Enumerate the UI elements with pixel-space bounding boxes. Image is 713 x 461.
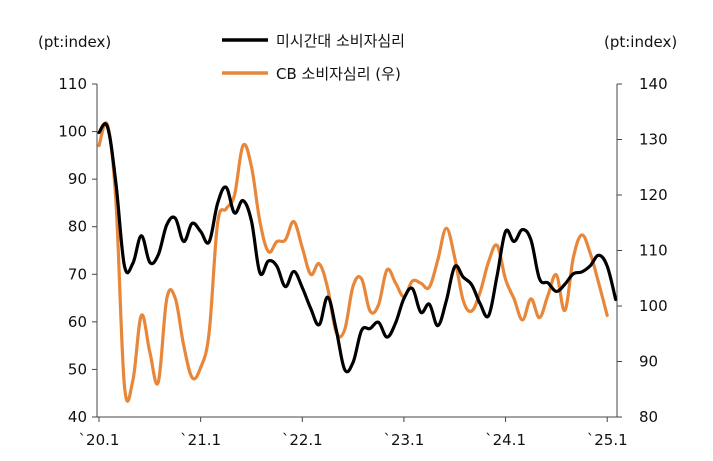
left-tick-label: 100 [58, 123, 87, 141]
right-tick-label: 90 [639, 353, 658, 371]
right-axis-unit: (pt:index) [604, 33, 677, 51]
legend: 미시간대 소비자심리 CB 소비자심리 (우) [222, 32, 405, 83]
right-tick-label: 100 [639, 297, 668, 315]
series-layer [97, 121, 618, 403]
x-tick-label: `23.1 [383, 431, 424, 449]
x-tick-label: `20.1 [79, 431, 120, 449]
left-tick-label: 50 [68, 360, 87, 378]
series-line-cb [97, 121, 609, 403]
x-tick-label: `22.1 [282, 431, 323, 449]
axes: 40 50 60 70 80 90 100 110 80 90 100 110 120 130 140 `20… [58, 75, 667, 449]
x-tick-label: `21.1 [180, 431, 221, 449]
x-tick-label: `25.1 [587, 431, 628, 449]
right-tick-label: 80 [639, 408, 658, 426]
x-tick-label: `24.1 [485, 431, 526, 449]
right-tick-label: 110 [639, 242, 668, 260]
left-tick-label: 90 [68, 170, 87, 188]
left-tick-label: 40 [68, 408, 87, 426]
legend-label-michigan: 미시간대 소비자심리 [276, 32, 405, 50]
left-tick-label: 60 [68, 313, 87, 331]
left-tick-label: 70 [68, 265, 87, 283]
right-tick-label: 130 [639, 131, 668, 149]
legend-label-cb: CB 소비자심리 (우) [276, 65, 401, 83]
right-tick-label: 120 [639, 186, 668, 204]
left-tick-label: 80 [68, 218, 87, 236]
right-tick-label: 140 [639, 75, 668, 93]
left-tick-label: 110 [58, 75, 87, 93]
left-axis-unit: (pt:index) [38, 33, 111, 51]
series-line-michigan [97, 122, 618, 374]
